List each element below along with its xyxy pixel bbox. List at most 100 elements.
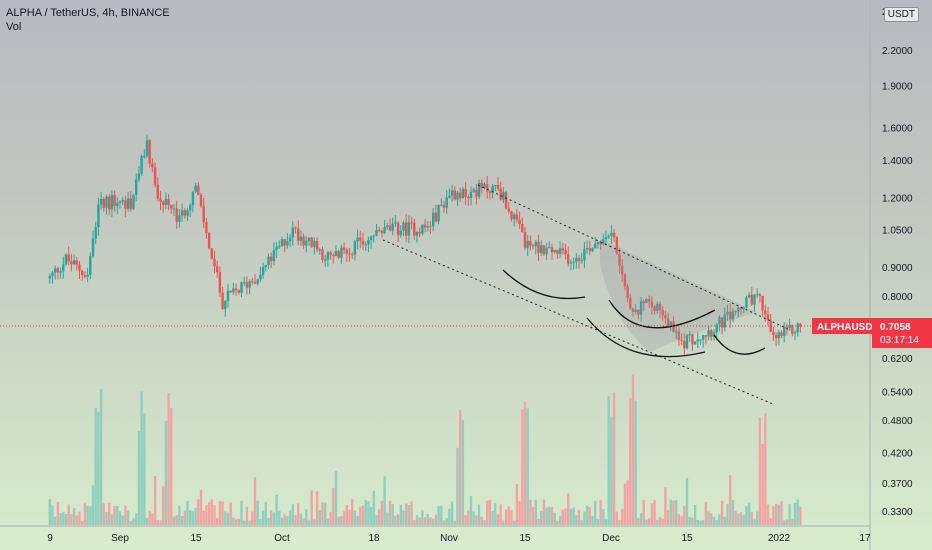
candle-body xyxy=(329,252,332,256)
candle-body xyxy=(680,339,683,341)
volume-bar xyxy=(720,500,724,525)
volume-bar xyxy=(102,503,105,525)
candle-body xyxy=(799,323,802,327)
volume-bar xyxy=(110,514,114,525)
volume-bar xyxy=(91,485,95,525)
volume-bar xyxy=(145,518,149,525)
candle-body xyxy=(421,224,424,234)
volume-bar xyxy=(232,517,235,525)
candle-body xyxy=(612,232,616,238)
candle-body xyxy=(693,341,697,345)
candle-body xyxy=(245,282,249,288)
volume-bar xyxy=(229,502,232,525)
volume-bar xyxy=(194,508,197,525)
candle-body xyxy=(702,335,705,340)
volume-bar xyxy=(521,409,524,525)
volume-bar xyxy=(413,520,416,525)
volume-bar xyxy=(415,514,419,525)
volume-bar xyxy=(78,511,81,525)
candle-body xyxy=(197,185,200,195)
volume-bar xyxy=(143,413,146,525)
y-tick-label: 1.0500 xyxy=(882,226,913,237)
volume-bar xyxy=(542,499,546,525)
volume-bar xyxy=(280,517,284,525)
candle-body xyxy=(226,290,230,301)
volume-bar xyxy=(683,506,686,525)
candle-body xyxy=(599,241,602,245)
candle-body xyxy=(442,204,446,208)
candle-body xyxy=(261,266,265,275)
volume-bar xyxy=(129,520,132,525)
volume-bar xyxy=(105,512,108,525)
volume-bar xyxy=(361,505,365,525)
candle-body xyxy=(569,262,573,264)
candle-body xyxy=(510,211,513,220)
candle-body xyxy=(278,246,281,248)
volume-bar xyxy=(580,520,583,525)
currency-button[interactable]: USDT xyxy=(883,7,919,22)
volume-bar xyxy=(666,509,670,525)
volume-bar xyxy=(642,500,645,525)
candle-body xyxy=(521,223,524,233)
volume-bar xyxy=(475,515,478,525)
candle-body xyxy=(785,326,789,328)
candle-body xyxy=(396,222,400,236)
candle-body xyxy=(81,270,84,276)
candle-body xyxy=(745,297,748,308)
candle-body xyxy=(710,330,713,337)
price-tag xyxy=(872,318,932,348)
volume-bar xyxy=(596,519,600,525)
candle-body xyxy=(707,330,710,337)
candle-body xyxy=(99,199,103,205)
candle-body xyxy=(205,222,208,233)
volume-bar xyxy=(178,505,181,525)
volume-bar xyxy=(459,409,462,525)
volume-bar xyxy=(791,518,794,525)
volume-bar xyxy=(81,520,84,525)
candle-body xyxy=(445,197,448,208)
volume-bar xyxy=(788,504,791,525)
candle-body xyxy=(475,189,478,197)
candle-body xyxy=(780,332,783,337)
candle-body xyxy=(105,196,108,208)
volume-bar xyxy=(672,500,675,525)
volume-bar xyxy=(315,491,319,525)
volume-bar xyxy=(167,393,170,525)
volume-bar xyxy=(569,508,573,525)
volume-label[interactable]: Vol xyxy=(6,21,22,33)
y-tick-label: 1.2000 xyxy=(882,193,913,204)
symbol-title[interactable]: ALPHA / TetherUS, 4h, BINANCE xyxy=(6,7,170,19)
candle-body xyxy=(672,321,675,332)
y-tick-label: 0.5400 xyxy=(882,387,913,398)
volume-bar xyxy=(421,510,424,525)
volume-bar xyxy=(369,506,373,525)
volume-bar xyxy=(218,501,222,525)
volume-bar xyxy=(310,490,313,525)
volume-bar xyxy=(629,397,632,525)
volume-bar xyxy=(796,499,799,525)
volume-bar xyxy=(769,518,772,525)
candle-body xyxy=(183,210,186,216)
volume-bar xyxy=(561,509,564,525)
volume-bar xyxy=(753,519,756,525)
volume-bar xyxy=(124,505,127,525)
volume-bar xyxy=(294,515,297,525)
candle-body xyxy=(537,241,540,253)
candle-body xyxy=(610,232,613,236)
candle-body xyxy=(407,222,411,236)
candle-body xyxy=(429,226,432,228)
candle-body xyxy=(618,253,621,266)
y-tick-label: 0.3300 xyxy=(882,507,913,518)
volume-bar xyxy=(448,508,451,525)
volume-bar xyxy=(248,520,251,525)
candle-body xyxy=(178,215,181,222)
volume-bar xyxy=(118,511,122,525)
volume-bar xyxy=(594,500,597,525)
candle-body xyxy=(307,237,311,241)
volume-bar xyxy=(264,501,267,525)
volume-bar xyxy=(170,408,173,525)
volume-bar xyxy=(653,500,656,525)
candle-body xyxy=(375,230,378,236)
volume-bar xyxy=(307,520,311,525)
